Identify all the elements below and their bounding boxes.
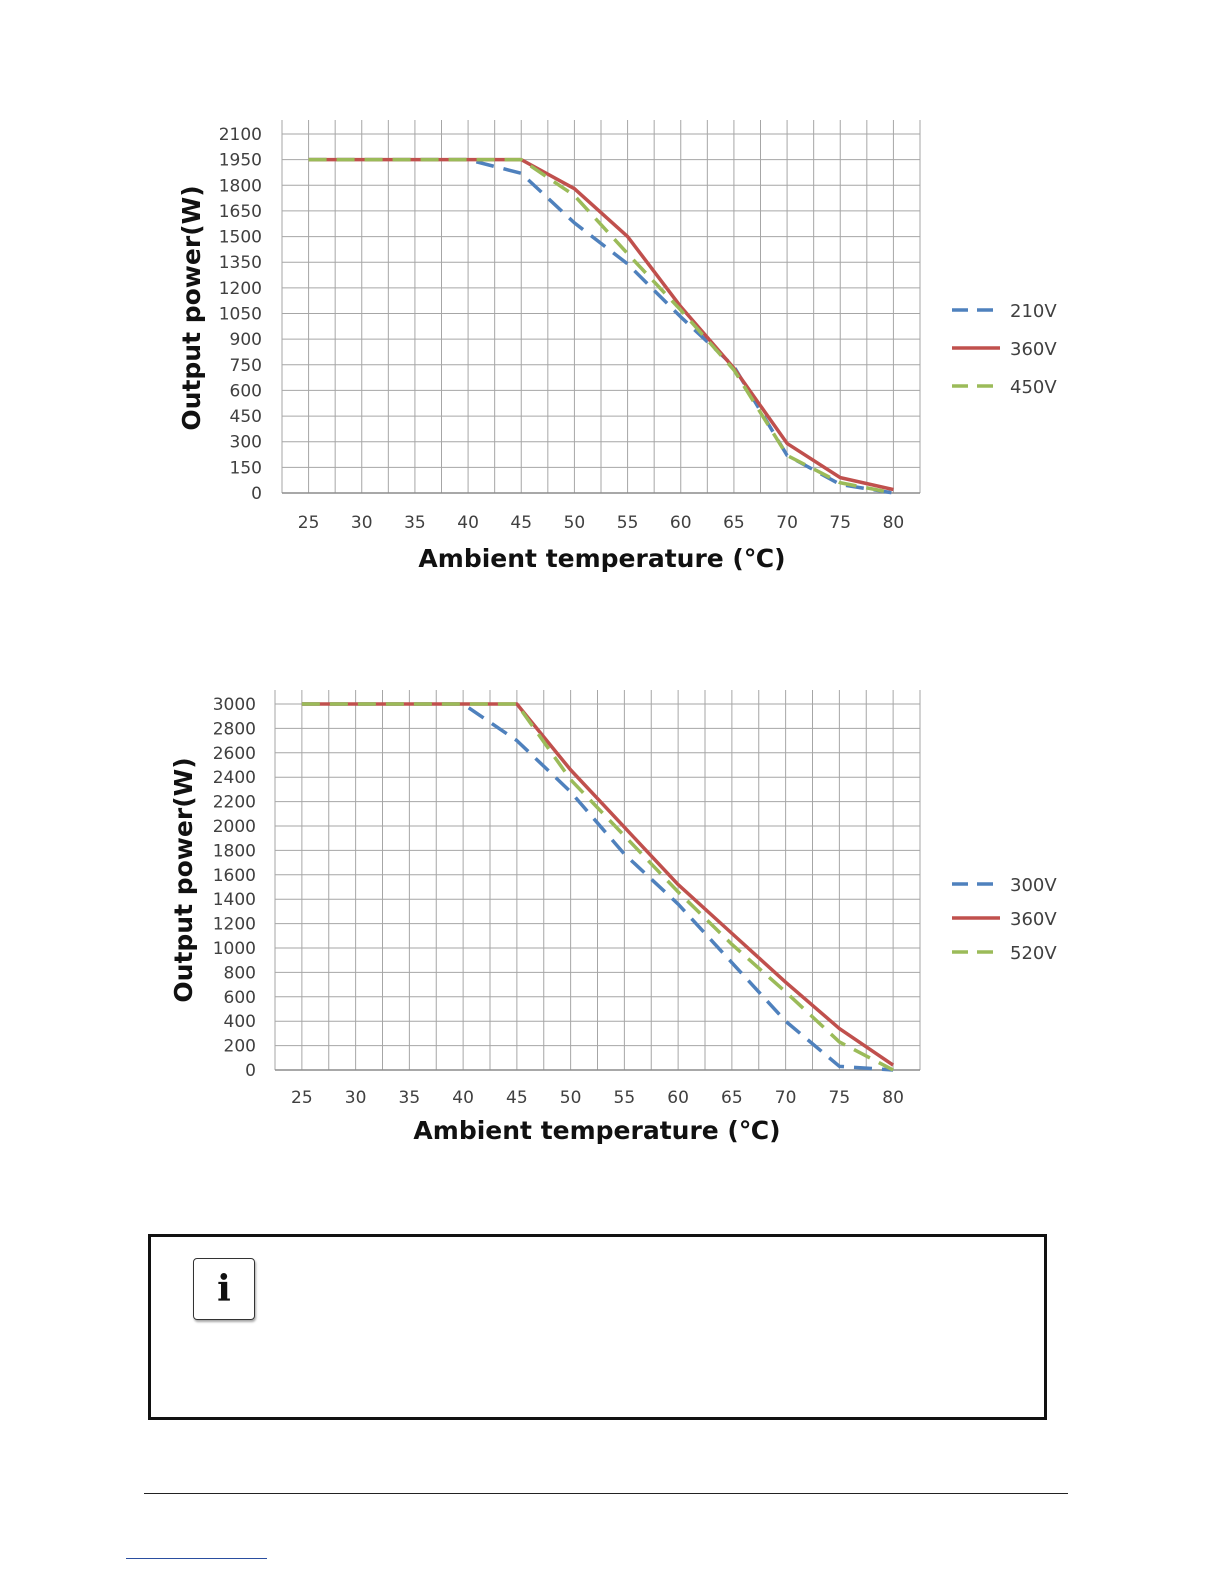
y-tick-label: 2100 — [219, 125, 262, 145]
y-tick-label: 1800 — [213, 841, 256, 861]
x-tick-label: 35 — [404, 513, 426, 533]
y-tick-label: 1350 — [219, 253, 262, 273]
x-axis-title: Ambient temperature (℃) — [418, 544, 785, 573]
y-tick-label: 2200 — [213, 793, 256, 813]
x-tick-label: 70 — [775, 1088, 797, 1108]
y-axis-title: Output power(W) — [169, 757, 198, 1002]
y-tick-label: 1200 — [213, 915, 256, 935]
y-tick-label: 1000 — [213, 939, 256, 959]
y-tick-label: 600 — [224, 988, 256, 1008]
y-tick-label: 400 — [224, 1012, 256, 1032]
y-tick-label: 1050 — [219, 305, 262, 325]
y-tick-label: 1500 — [219, 228, 262, 248]
series-line-520V — [301, 702, 894, 1072]
note-box: i — [148, 1234, 1047, 1420]
y-tick-label: 1650 — [219, 202, 262, 222]
chart-2-grid — [274, 690, 921, 1071]
y-tick-label: 1950 — [219, 151, 262, 171]
x-tick-label: 45 — [506, 1088, 528, 1108]
y-tick-label: 2000 — [213, 817, 256, 837]
x-tick-label: 70 — [776, 513, 798, 533]
y-tick-label: 200 — [224, 1037, 256, 1057]
y-tick-label: 1800 — [219, 176, 262, 196]
x-tick-label: 25 — [291, 1088, 313, 1108]
x-tick-label: 40 — [457, 513, 479, 533]
y-tick-label: 800 — [224, 963, 256, 983]
x-tick-label: 40 — [452, 1088, 474, 1108]
y-tick-label: 2400 — [213, 768, 256, 788]
y-tick-label: 1200 — [219, 279, 262, 299]
x-tick-label: 50 — [564, 513, 586, 533]
series-line-360V — [301, 702, 895, 1067]
chart-1-legend: 210V 360V 450V — [952, 301, 1057, 398]
x-tick-label: 60 — [670, 513, 692, 533]
footer-link-underline[interactable] — [126, 1558, 267, 1559]
x-tick-label: 65 — [723, 513, 745, 533]
x-tick-label: 80 — [883, 513, 905, 533]
x-tick-label: 45 — [510, 513, 532, 533]
legend-label-300V: 300V — [1010, 875, 1057, 896]
y-tick-label: 2800 — [213, 719, 256, 739]
chart-1-grid — [281, 120, 921, 494]
legend-label-520V: 520V — [1010, 943, 1057, 964]
y-axis-title: Output power(W) — [177, 185, 206, 430]
x-tick-label: 30 — [345, 1088, 367, 1108]
y-tick-label: 600 — [230, 381, 262, 401]
y-tick-label: 3000 — [213, 695, 256, 715]
x-tick-label: 80 — [882, 1088, 904, 1108]
legend-label-360V: 360V — [1010, 339, 1057, 360]
y-tick-label: 300 — [230, 433, 262, 453]
derating-chart-1-svg: 0 150 300 450 600 750 900 1050 1200 1350 1500 1650 1… — [177, 120, 1057, 573]
x-tick-label: 65 — [721, 1088, 743, 1108]
x-tick-label: 75 — [829, 1088, 851, 1108]
series-line-450V — [308, 157, 894, 495]
derating-chart-2: 0 200 400 600 800 1000 1200 1400 1600 1800 2000 220… — [0, 670, 1224, 1170]
x-tick-label: 55 — [617, 513, 639, 533]
chart-2-legend: 300V 360V 520V — [952, 875, 1057, 964]
derating-chart-1: 0 150 300 450 600 750 900 1050 1200 1350 1500 1650 1… — [0, 100, 1224, 600]
x-tick-label: 60 — [667, 1088, 689, 1108]
x-tick-label: 30 — [351, 513, 373, 533]
y-tick-label: 450 — [230, 407, 262, 427]
legend-label-210V: 210V — [1010, 301, 1057, 322]
x-tick-label: 50 — [560, 1088, 582, 1108]
y-tick-label: 2600 — [213, 744, 256, 764]
y-tick-label: 1600 — [213, 866, 256, 886]
derating-chart-2-svg: 0 200 400 600 800 1000 1200 1400 1600 1800 2000 220… — [169, 690, 1057, 1145]
x-tick-label: 75 — [829, 513, 851, 533]
x-tick-label: 35 — [399, 1088, 421, 1108]
y-tick-label: 1400 — [213, 890, 256, 910]
x-tick-label: 25 — [298, 513, 320, 533]
info-icon: i — [193, 1258, 255, 1320]
legend-label-360V: 360V — [1010, 909, 1057, 930]
y-tick-label: 900 — [230, 330, 262, 350]
y-tick-label: 750 — [230, 356, 262, 376]
y-tick-label: 0 — [245, 1061, 256, 1081]
x-tick-label: 55 — [614, 1088, 636, 1108]
y-tick-label: 0 — [251, 484, 262, 504]
x-axis-title: Ambient temperature (℃) — [413, 1116, 780, 1145]
series-line-360V — [308, 157, 894, 492]
footer-divider — [144, 1493, 1068, 1494]
y-tick-label: 150 — [230, 458, 262, 478]
legend-label-450V: 450V — [1010, 377, 1057, 398]
series-line-300V — [301, 702, 894, 1072]
